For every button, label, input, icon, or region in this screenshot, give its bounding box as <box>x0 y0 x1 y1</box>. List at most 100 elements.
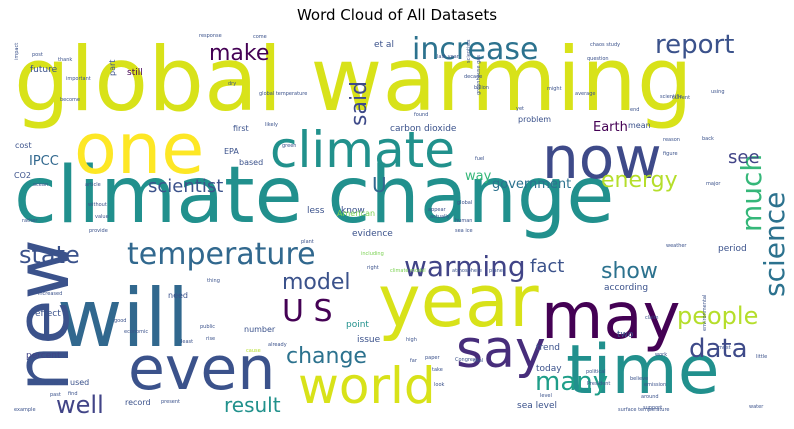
word-thing: thing <box>207 278 220 284</box>
word-future: future <box>30 65 58 75</box>
word-climate: climate <box>270 121 455 179</box>
word-chaos-study: chaos study <box>590 42 620 48</box>
word-emission: emission <box>644 382 666 388</box>
word-ocean: ocean <box>33 182 48 188</box>
word-believe: believe <box>630 376 648 382</box>
word-provide: provide <box>89 228 108 234</box>
word-work: work <box>655 352 667 358</box>
word-according: according <box>604 283 648 293</box>
word-climate-change: climate change <box>14 151 614 241</box>
word-take: take <box>432 367 443 373</box>
word-public: public <box>200 324 215 330</box>
word-surface-temperature: surface temperature <box>618 407 670 413</box>
word-important: important <box>66 76 91 82</box>
word-using: using <box>711 89 725 95</box>
word-used: used <box>70 378 89 387</box>
word-american: American <box>337 209 375 218</box>
word-scientists: scientists <box>466 39 472 63</box>
word-end: end <box>630 107 639 113</box>
word-global-temperature: global temperature <box>259 91 307 97</box>
word-mean: mean <box>628 121 651 130</box>
word-find: find <box>68 391 78 397</box>
word-economic: economic <box>124 329 148 335</box>
word-need: need <box>168 291 188 300</box>
word-number: number <box>244 325 276 334</box>
word-first: first <box>233 124 249 133</box>
word-ipcc: IPCC <box>29 154 59 169</box>
word-warming: warming <box>404 250 526 283</box>
word-sea-ice: sea ice <box>455 228 473 234</box>
word-back: back <box>702 136 714 142</box>
word-way: way <box>465 169 492 184</box>
word-earth: Earth <box>593 120 628 135</box>
word-decade: decade <box>464 74 482 80</box>
word-data: data <box>689 334 748 364</box>
word-last-year: last year <box>437 54 460 60</box>
word-increased: increased <box>38 291 62 297</box>
word-scientist: scientist <box>148 176 223 197</box>
word-rather: rather <box>22 218 38 224</box>
word-now: now <box>542 124 662 192</box>
word-without: without <box>88 202 107 208</box>
word-likely: likely <box>265 122 278 128</box>
word-many: many <box>535 367 608 397</box>
word-global: global <box>457 200 472 206</box>
word-post: post <box>32 52 43 58</box>
word-already: already <box>268 342 287 348</box>
word-thank: thank <box>58 57 72 63</box>
word-much: much <box>735 154 768 232</box>
word-must: must <box>718 345 731 351</box>
word-paper: paper <box>425 355 440 361</box>
word-actually: actually <box>430 214 450 220</box>
word-water: water <box>749 404 764 410</box>
word-appear: appear <box>428 207 447 213</box>
word-two: two <box>617 330 634 340</box>
word-average: average <box>575 91 595 97</box>
word-atmosphere: atmosphere <box>452 268 482 274</box>
word-claim: claim <box>645 315 659 321</box>
word-carbon-dioxide: carbon dioxide <box>390 124 457 134</box>
word-good: good <box>114 318 126 324</box>
word-major: major <box>706 181 721 187</box>
word-evidence: evidence <box>352 229 393 239</box>
word-coal: coal <box>473 358 483 364</box>
word-point: point <box>346 320 369 330</box>
word-fuel: fuel <box>475 156 484 162</box>
word-climate-model: climate model <box>390 268 426 274</box>
word-temperature: temperature <box>127 237 316 272</box>
word-period: period <box>718 244 747 254</box>
word-co2: CO2 <box>14 171 31 180</box>
word-present: present <box>161 399 180 405</box>
word-trend: trend <box>536 343 560 353</box>
word-found: found <box>414 112 428 118</box>
word-may: may <box>541 280 680 354</box>
word-said: said <box>347 81 372 126</box>
word-dry: dry <box>228 81 236 87</box>
word-will: will <box>57 272 189 365</box>
word-right: right <box>367 265 379 271</box>
word-world: world <box>298 357 436 415</box>
word-congress: Congress <box>455 357 479 363</box>
word-time: time <box>566 331 720 410</box>
word-value: value <box>95 214 109 220</box>
word-et-al: et al <box>374 40 394 50</box>
word-example: example <box>14 407 36 413</box>
word-including: including <box>361 251 384 257</box>
word-come: come <box>253 34 267 40</box>
word-even: even <box>128 334 275 404</box>
word-result: result <box>224 393 281 417</box>
word-plant: plant <box>301 239 314 245</box>
word-current: current <box>672 95 690 101</box>
word-might: might <box>547 86 562 92</box>
word-around: around <box>641 394 659 400</box>
word-percent: percent <box>26 351 61 361</box>
word-figure: figure <box>663 151 678 157</box>
word-response: response <box>199 33 222 39</box>
word-less: less <box>307 206 325 216</box>
word-use: use <box>44 378 58 387</box>
word-still: still <box>127 68 143 78</box>
word-people: people <box>677 302 758 330</box>
word-article: article <box>85 182 101 188</box>
word-u: U <box>372 173 387 197</box>
word-fact: fact <box>530 256 564 277</box>
